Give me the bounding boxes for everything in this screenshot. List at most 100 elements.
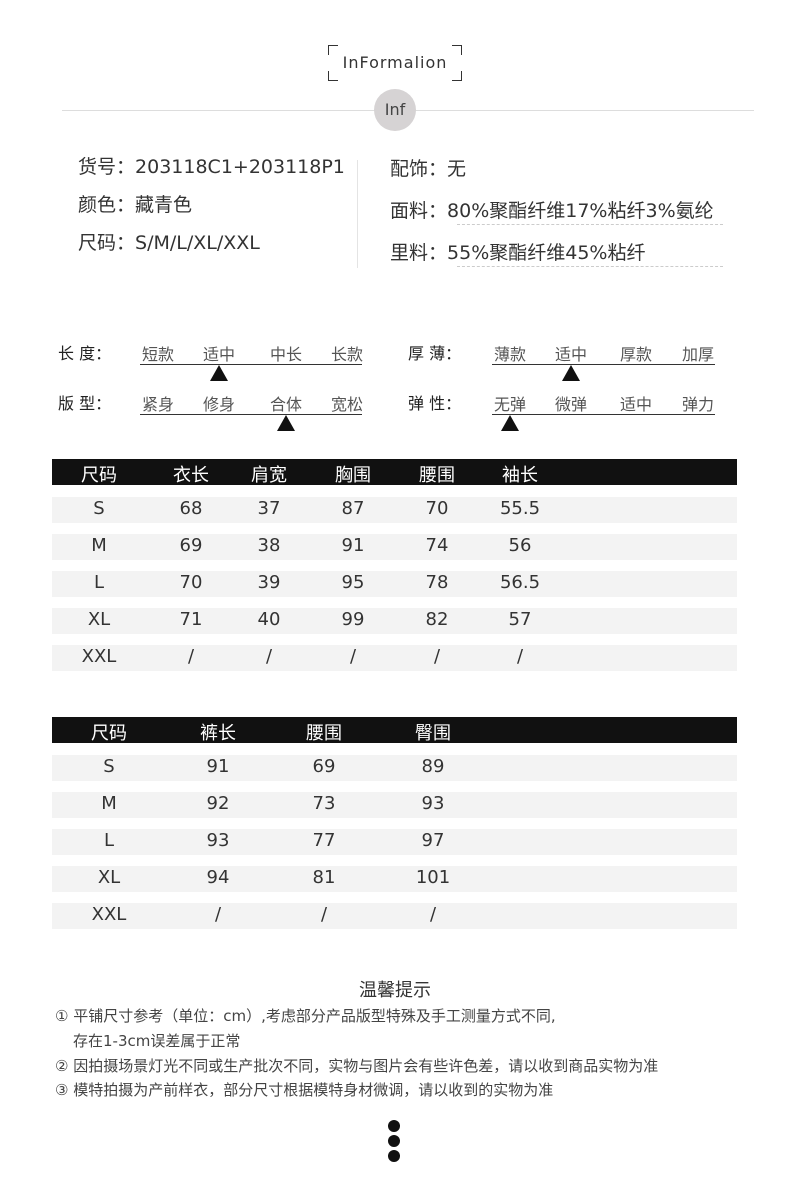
info-row-right: 配饰：无 [390,154,466,181]
table-header [52,717,737,743]
table-cell: 56 [508,535,532,556]
table-cell: 55.5 [499,498,541,519]
table-row [52,755,737,781]
notes-title: 温馨提示 [359,980,431,1001]
info-value: S/M/L/XL/XXL [135,232,260,254]
table-cell: 77 [312,830,336,851]
column-header: 裤长 [200,723,236,744]
column-header: 胸围 [335,465,371,486]
info-row-right: 里料：55%聚酯纤维45%粘纤 [390,238,645,265]
table-cell: 82 [425,609,449,630]
info-label: 面料： [390,200,448,222]
table-cell: 78 [425,572,449,593]
title-text: InFormalion [342,53,448,72]
info-label: 尺码： [78,232,136,254]
scale-option: 适中 [554,345,588,364]
table-cell: S [93,498,105,519]
table-cell: / [320,904,328,925]
info-label: 货号： [78,156,136,178]
column-header: 腰围 [419,465,455,486]
info-row-right: 面料：80%聚酯纤维17%粘纤3%氨纶 [390,196,714,223]
table-cell: 93 [421,793,445,814]
table-cell: 40 [257,609,281,630]
table-cell: XXL [81,646,117,667]
info-label: 颜色： [78,194,136,216]
table-cell: 68 [179,498,203,519]
scale-option: 无弹 [493,395,527,414]
triangle-marker-icon [277,415,295,431]
scale-option: 薄款 [493,345,527,364]
table-cell: L [103,830,115,851]
scale-option: 厚款 [619,345,653,364]
table-cell: 87 [341,498,365,519]
info-row-left: 货号：203118C1+203118P1 [78,152,345,179]
scale-line [140,414,362,415]
table-cell: 70 [425,498,449,519]
scale-option: 中长 [269,345,303,364]
badge: Inf [374,89,416,131]
table-cell: 71 [179,609,203,630]
table-cell: 57 [508,609,532,630]
column-header: 尺码 [81,465,117,486]
note-item: ③ 模特拍摄为产前样衣，部分尺寸根据模特身材微调，请以收到的实物为准 [55,1081,554,1099]
info-row-left: 颜色：藏青色 [78,190,192,217]
info-label: 里料： [390,242,448,264]
table-cell: XL [97,867,121,888]
scale-option: 适中 [202,345,236,364]
info-value: 55%聚酯纤维45%粘纤 [447,242,646,264]
column-header: 尺码 [91,723,127,744]
table-cell: 74 [425,535,449,556]
scale-line [140,364,362,365]
table-cell: M [101,793,117,814]
table-cell: 94 [206,867,230,888]
table-cell: 91 [206,756,230,777]
scale-option: 适中 [619,395,653,414]
table-cell: 91 [341,535,365,556]
table-cell: 92 [206,793,230,814]
table-cell: / [214,904,222,925]
dot-icon [388,1120,400,1132]
table-cell: 37 [257,498,281,519]
table-row [52,534,737,560]
table-cell: M [91,535,107,556]
table-row [52,829,737,855]
info-value: 藏青色 [135,194,193,216]
table-cell: 38 [257,535,281,556]
dot-icon [388,1150,400,1162]
info-row-left: 尺码：S/M/L/XL/XXL [78,228,260,255]
table-cell: / [265,646,273,667]
table-cell: / [429,904,437,925]
scale-line [492,364,715,365]
table-cell: 97 [421,830,445,851]
table-cell: 39 [257,572,281,593]
table-row [52,608,737,634]
dot-icon [388,1135,400,1147]
column-header: 腰围 [306,723,342,744]
scale-option: 紧身 [141,395,175,414]
info-value: 无 [447,158,467,180]
column-header: 袖长 [502,465,538,486]
dashed-underline [457,224,723,225]
table-cell: XXL [91,904,127,925]
table-cell: 93 [206,830,230,851]
info-value: 80%聚酯纤维17%粘纤3%氨纶 [447,200,714,222]
table-row [52,571,737,597]
table-header [52,459,737,485]
scale-label: 弹 性： [408,394,462,413]
table-cell: L [93,572,105,593]
scale-option: 短款 [141,345,175,364]
table-row [52,645,737,671]
scale-option: 微弹 [554,395,588,414]
table-cell: 99 [341,609,365,630]
dashed-underline [457,266,723,267]
scale-option: 加厚 [681,345,715,364]
table-cell: XL [87,609,111,630]
scale-option: 宽松 [330,395,364,414]
table-cell: 89 [421,756,445,777]
note-item: 存在1-3cm误差属于正常 [73,1032,241,1050]
table-cell: 95 [341,572,365,593]
table-row [52,866,737,892]
scale-label: 厚 薄： [408,344,462,363]
scale-option: 修身 [202,395,236,414]
triangle-marker-icon [501,415,519,431]
